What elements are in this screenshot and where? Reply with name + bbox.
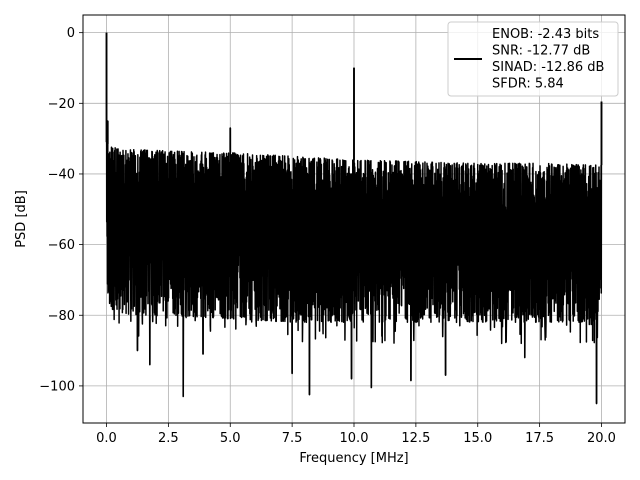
x-axis-label: Frequency [MHz]: [299, 451, 408, 466]
data-layer: [105, 32, 603, 405]
x-tick-label: 2.5: [158, 431, 179, 446]
y-tick-label: 0: [67, 26, 75, 41]
x-tick-label: 0.0: [96, 431, 117, 446]
legend-entry-line: SNR: -12.77 dB: [492, 44, 590, 59]
x-tick-label: 17.5: [525, 431, 554, 446]
legend-box: [447, 21, 619, 97]
plot-area: [105, 32, 603, 405]
x-axis: 0.0 2.5 5.0 7.5 10.0 12.5 15.0 17.5 20.0: [96, 423, 616, 446]
x-tick-label: 7.5: [282, 431, 303, 446]
y-tick-label: −60: [48, 238, 75, 253]
y-tick-label: −80: [48, 309, 75, 324]
x-tick-label: 12.5: [401, 431, 430, 446]
x-tick-label: 15.0: [463, 431, 492, 446]
legend-entry-line: SFDR: 5.84: [492, 77, 564, 92]
x-tick-label: 5.0: [220, 431, 241, 446]
y-tick-label: −40: [48, 167, 75, 182]
y-axis-label: PSD [dB]: [14, 190, 29, 248]
x-tick-label: 10.0: [340, 431, 369, 446]
y-tick-label: −100: [39, 379, 75, 394]
x-tick-label: 20.0: [587, 431, 616, 446]
y-axis: 0 −20 −40 −60 −80 −100: [39, 26, 83, 394]
legend-entry-line: ENOB: -2.43 bits: [492, 27, 599, 42]
legend-entry-line: SINAD: -12.86 dB: [492, 60, 604, 75]
y-tick-label: −20: [48, 97, 75, 112]
